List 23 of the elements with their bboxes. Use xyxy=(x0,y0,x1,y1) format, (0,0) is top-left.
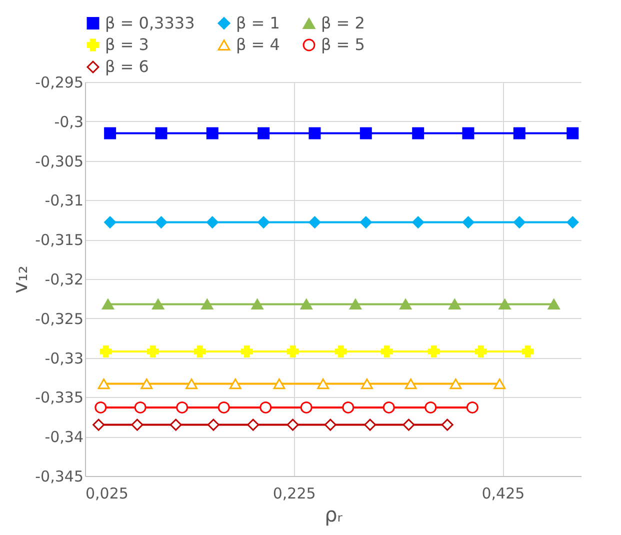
y-tick-label: -0,32 xyxy=(44,270,84,288)
y-tick-label: -0,335 xyxy=(35,388,84,407)
y-tick-label: -0,305 xyxy=(35,152,84,170)
x-tick-label: 0,025 xyxy=(86,484,128,502)
legend-label: β = 3 xyxy=(105,35,149,54)
legend-label: β = 2 xyxy=(321,14,365,32)
legend-label: β = 0,3333 xyxy=(105,13,195,32)
legend-label: β = 6 xyxy=(105,57,149,76)
x-tick-label: 0,225 xyxy=(272,484,316,502)
x-axis-title: ρᵣ xyxy=(324,502,344,526)
y-tick-label: -0,33 xyxy=(44,349,84,368)
legend-label: β = 1 xyxy=(236,13,280,32)
x-tick-label: 0,425 xyxy=(482,484,525,502)
y-tick-label: -0,315 xyxy=(35,231,84,250)
y-tick-label: -0,345 xyxy=(35,468,84,486)
legend-label: β = 4 xyxy=(236,35,280,54)
y-tick-label: -0,3 xyxy=(54,112,84,131)
legend-label: β = 5 xyxy=(321,35,365,54)
y-tick-label: -0,295 xyxy=(35,74,84,92)
y-tick-label: -0,31 xyxy=(44,192,84,210)
y-axis-title: v₁₂ xyxy=(8,266,32,294)
y-tick-label: -0,325 xyxy=(35,310,84,328)
y-tick-label: -0,34 xyxy=(44,428,84,446)
